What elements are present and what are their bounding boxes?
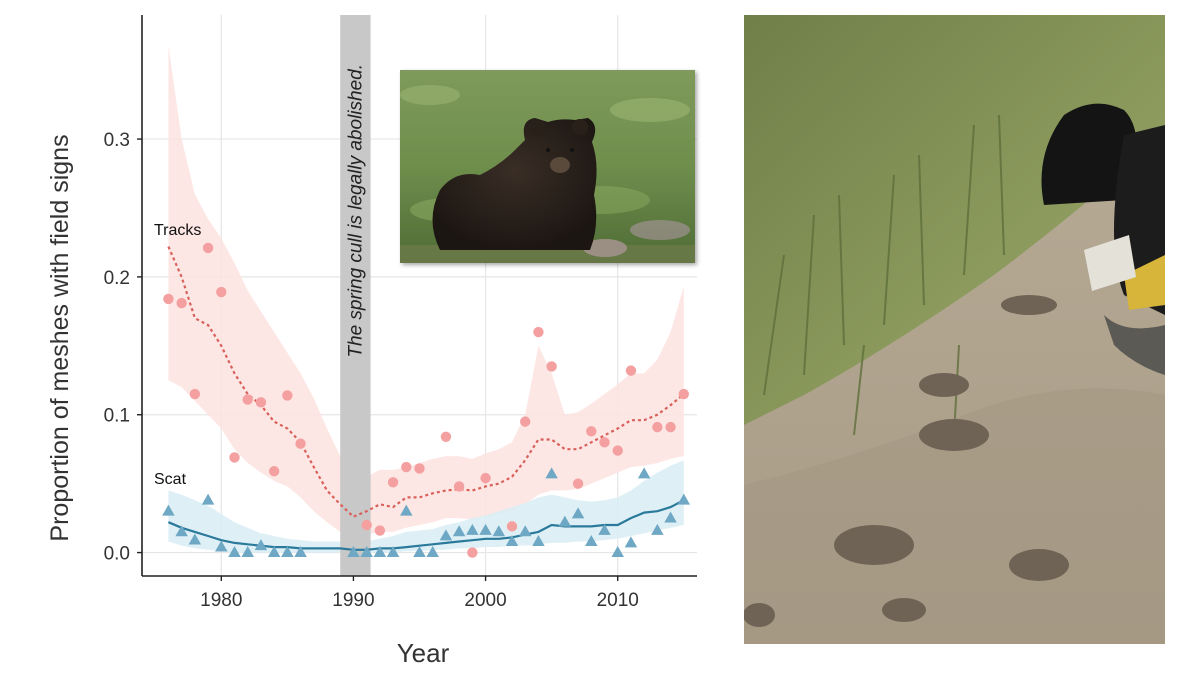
y-tick-label: 0.1 xyxy=(104,406,130,427)
scat-point xyxy=(294,545,307,557)
series-label-tracks: Tracks xyxy=(154,222,201,239)
tracks-point xyxy=(242,394,253,405)
tracks-point xyxy=(586,426,597,437)
confidence-bands xyxy=(168,45,684,553)
tracks-point xyxy=(361,519,372,531)
scat-point xyxy=(413,545,426,557)
x-axis-label: Year xyxy=(397,638,450,668)
scat-point xyxy=(175,525,188,537)
chart-panel: The spring cull is legally abolished. 19… xyxy=(46,15,697,668)
brown-bear-photo xyxy=(400,70,695,263)
y-tick-label: 0.0 xyxy=(104,544,130,565)
tracks-point xyxy=(652,421,663,433)
scat-point xyxy=(188,533,202,545)
y-tick-label: 0.3 xyxy=(104,130,130,151)
tracks-point xyxy=(414,463,425,474)
series-label-scat: Scat xyxy=(154,471,187,488)
scat-trend-line xyxy=(167,499,685,551)
x-tick-label: 1980 xyxy=(200,590,242,611)
tracks-point xyxy=(546,361,557,372)
scat-point xyxy=(360,545,373,557)
tracks-point xyxy=(625,365,637,376)
scat-point xyxy=(386,545,400,557)
tick-labels: 1980 1990 2000 2010 0.0 0.1 0.2 0.3 xyxy=(104,130,639,611)
tracks-point xyxy=(453,481,465,492)
tracks-point xyxy=(572,478,584,489)
scat-point xyxy=(347,545,360,557)
tracks-point xyxy=(268,466,280,477)
event-band: The spring cull is legally abolished. xyxy=(340,15,371,576)
scat-point xyxy=(400,504,413,516)
tracks-point xyxy=(374,525,386,536)
scat-point xyxy=(452,525,466,537)
x-tick-label: 1990 xyxy=(332,590,374,611)
scat-point xyxy=(677,493,691,505)
tracks-point xyxy=(665,421,676,433)
scat-point xyxy=(466,523,479,535)
tracks-point xyxy=(229,452,240,463)
x-tick-label: 2000 xyxy=(464,590,506,611)
tracks-point xyxy=(176,297,187,309)
tracks-point xyxy=(282,390,293,401)
scat-point xyxy=(611,545,624,557)
scat-point xyxy=(479,523,492,535)
tracks-point xyxy=(506,521,518,532)
tracks-point xyxy=(255,397,267,408)
scat-point xyxy=(254,539,268,551)
scat-point xyxy=(558,515,572,527)
scat-point xyxy=(426,545,439,557)
tracks-point xyxy=(678,388,689,400)
scat-point xyxy=(439,529,453,541)
scat-point xyxy=(664,511,677,523)
scat-point xyxy=(215,540,228,552)
scat-point xyxy=(228,545,241,557)
scat-point xyxy=(281,545,294,557)
tracks-trend-line xyxy=(167,246,685,518)
scat-point xyxy=(651,523,664,535)
x-tick-label: 2010 xyxy=(597,590,639,611)
tracks-point xyxy=(480,472,491,484)
axes xyxy=(141,15,697,577)
tracks-point xyxy=(295,438,306,449)
scat-point xyxy=(545,467,558,479)
spring-cull-band xyxy=(340,15,371,576)
tracks-point xyxy=(202,242,214,254)
scat-point xyxy=(637,467,651,479)
tracks-point xyxy=(533,326,544,338)
scat-point xyxy=(598,523,611,535)
tracks-point xyxy=(467,547,478,558)
scat-point xyxy=(373,545,387,557)
y-tick-label: 0.2 xyxy=(104,268,130,289)
scat-point xyxy=(201,493,215,505)
tracks-confidence-band xyxy=(168,45,684,538)
spring-cull-label: The spring cull is legally abolished. xyxy=(345,64,366,358)
scat-point xyxy=(571,507,585,519)
tracks-point xyxy=(599,437,610,448)
scat-point xyxy=(585,534,598,546)
trend-lines xyxy=(167,246,685,551)
scat-point xyxy=(532,534,545,546)
scat-point xyxy=(267,545,281,557)
tracks-point xyxy=(387,477,399,488)
scat-confidence-band xyxy=(168,460,684,553)
researcher-inspecting-bear-tracks-photo xyxy=(743,15,1165,644)
tracks-point xyxy=(401,461,412,473)
tracks-point xyxy=(216,286,227,298)
tracks-point xyxy=(163,293,174,305)
tracks-point xyxy=(520,416,531,427)
tracks-point xyxy=(612,445,623,456)
scat-point xyxy=(241,545,254,557)
tracks-point xyxy=(440,431,452,442)
data-points xyxy=(162,242,691,558)
scat-point xyxy=(505,534,519,546)
scat-point xyxy=(162,504,175,516)
field-signs-chart: The spring cull is legally abolished. 19… xyxy=(46,15,697,668)
scat-point xyxy=(624,536,638,548)
scat-point xyxy=(518,525,532,537)
y-axis-label: Proportion of meshes with field signs xyxy=(46,134,74,541)
tracks-point xyxy=(189,388,201,400)
scat-point xyxy=(492,525,506,537)
